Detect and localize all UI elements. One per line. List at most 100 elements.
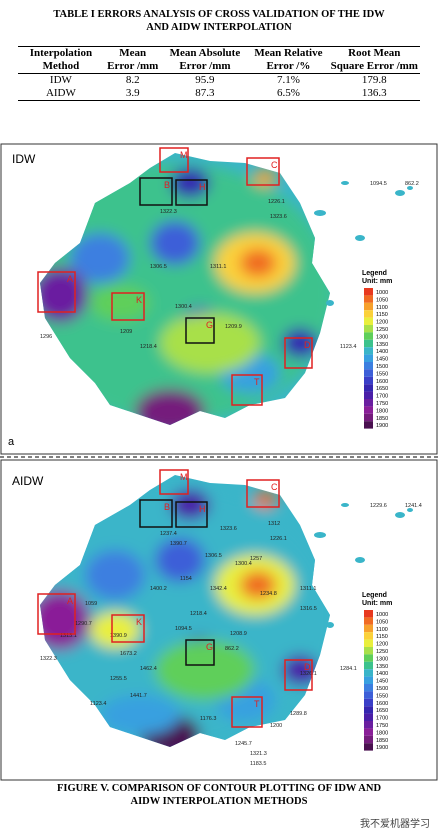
- legend-label: 1350: [376, 664, 388, 670]
- contour-zone: [282, 328, 318, 358]
- region-label: K: [136, 295, 142, 305]
- station-value: 1237.4: [160, 531, 177, 537]
- island: [355, 557, 365, 563]
- station-value: 1322.3: [160, 209, 177, 215]
- legend-label: 1100: [376, 305, 388, 311]
- map-panel: AIDW 1237.4 1400.2 1673.2 1226.1 1462.4 1094.5…: [12, 469, 422, 767]
- station-value: 1241.4: [405, 503, 422, 509]
- legend-label: 1850: [376, 416, 388, 422]
- panel-title: AIDW: [12, 474, 44, 488]
- panel-letter: a: [8, 436, 15, 448]
- station-value: 1234.8: [260, 591, 277, 597]
- station-value: 1208.9: [230, 631, 247, 637]
- station-value: 1326.1: [300, 671, 317, 677]
- header-cell: Mean Relative Error /%: [248, 46, 329, 74]
- station-value: 1226.1: [270, 536, 287, 542]
- island: [326, 622, 334, 628]
- region-box: [284, 337, 313, 369]
- station-value: 1257: [250, 556, 262, 562]
- legend-label: 1400: [376, 671, 388, 677]
- region-box: [175, 179, 208, 206]
- region-box: [185, 639, 215, 666]
- station-value: 1306.5: [205, 553, 222, 559]
- legend-swatch: [364, 676, 373, 684]
- legend-swatch: [364, 639, 373, 647]
- maps: IDWa1322.31306.512091323.61218.41300.412…: [0, 143, 438, 781]
- legend-label: 1200: [376, 320, 388, 326]
- island: [341, 503, 349, 507]
- region-box: [159, 147, 189, 173]
- station-value: 1229.6: [370, 503, 387, 509]
- station-value: 1390.9: [110, 633, 127, 639]
- contour-fill: [40, 163, 330, 425]
- region-label: M: [180, 150, 188, 160]
- legend-swatch: [364, 661, 373, 670]
- legend-swatch: [364, 691, 373, 699]
- contour-zone: [40, 590, 90, 650]
- contour-zone: [170, 490, 210, 520]
- station-value: 1311.1: [210, 264, 226, 270]
- legend-swatch: [364, 610, 373, 618]
- region-box: [159, 469, 189, 495]
- legend-swatch: [364, 391, 373, 399]
- panel-frame: [0, 143, 438, 455]
- legend-swatch: [364, 421, 373, 429]
- region-label: B: [164, 502, 170, 512]
- station-value: 1290.7: [75, 621, 92, 627]
- table-cell: 87.3: [161, 87, 249, 101]
- legend-label: 1250: [376, 327, 388, 333]
- region-label: C: [271, 160, 278, 170]
- contour-zone: [155, 640, 255, 700]
- contour-zone: [253, 492, 277, 508]
- legend-swatch: [364, 310, 373, 318]
- table-cell: 3.9: [103, 87, 162, 101]
- region-box: [175, 501, 208, 528]
- station-value: 1306.5: [150, 264, 167, 270]
- island: [341, 181, 349, 185]
- contour-zone: [135, 389, 205, 425]
- region-box: [139, 177, 173, 206]
- station-value: 1300.4: [235, 561, 252, 567]
- station-value: 1123.4: [90, 701, 106, 707]
- legend-label: 1050: [376, 297, 388, 303]
- station-value: 1059: [85, 601, 97, 607]
- legend-unit: Unit: mm: [362, 600, 392, 607]
- legend-swatch: [364, 669, 373, 677]
- station-value: 862.2: [225, 646, 239, 652]
- legend-label: 1850: [376, 738, 388, 744]
- legend-swatch: [364, 339, 373, 348]
- region-label: G: [206, 642, 213, 652]
- legend-label: 1750: [376, 401, 388, 407]
- header-cell: Mean Error /mm: [103, 46, 162, 74]
- legend-label: 1050: [376, 619, 388, 625]
- region-box: [185, 317, 215, 344]
- region-label: B: [164, 180, 170, 190]
- legend-swatch: [364, 302, 373, 311]
- region-label: H: [199, 504, 206, 514]
- legend-swatch: [364, 332, 373, 340]
- legend-label: 1200: [376, 642, 388, 648]
- table-cell: 6.5%: [248, 87, 329, 101]
- region-label: A: [67, 596, 73, 606]
- legend-label: 1650: [376, 386, 388, 392]
- legend-swatch: [364, 632, 373, 640]
- station-value: 1226.1: [268, 199, 285, 205]
- region-box: [284, 659, 313, 691]
- island: [314, 532, 326, 538]
- caption-line: AND AIDW INTERPOLATION: [146, 22, 292, 33]
- legend-label: 1500: [376, 686, 388, 692]
- watermark: 我不爱机器学习: [360, 819, 430, 830]
- legend-label: 1150: [376, 634, 388, 640]
- station-value: 1321.3: [250, 751, 267, 757]
- station-value: 1218.4: [140, 344, 157, 350]
- region-label: H: [199, 182, 206, 192]
- legend-title: Legend: [362, 270, 387, 277]
- table-cell: 8.2: [125, 74, 140, 86]
- region-box: [246, 157, 280, 186]
- legend-label: 1000: [376, 612, 388, 618]
- legend-swatch: [364, 369, 373, 377]
- station-value: 1312: [268, 521, 280, 527]
- legend-swatch: [364, 413, 373, 422]
- legend-swatch: [364, 654, 373, 662]
- legend-swatch: [364, 347, 373, 355]
